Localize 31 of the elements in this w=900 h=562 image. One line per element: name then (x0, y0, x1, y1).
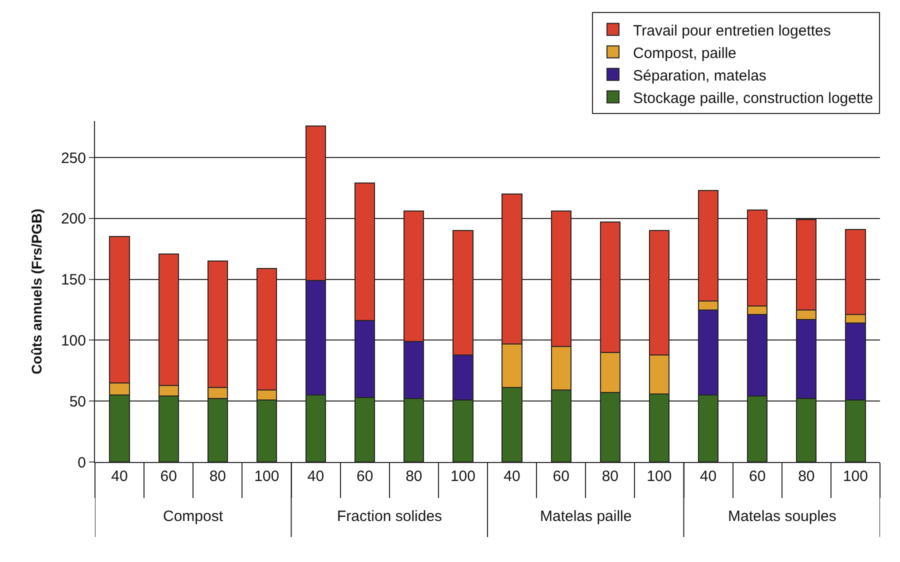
legend-label: Stockage paille, construction logette (633, 90, 874, 107)
x-tick-label: 60 (356, 468, 374, 485)
text: Fraction solides (337, 508, 442, 525)
y-tick-label: 50 (69, 393, 86, 410)
x-tick-label: 80 (406, 468, 422, 485)
x-tick-label: 60 (552, 468, 570, 485)
x-tick-label: 60 (748, 468, 766, 485)
text: Matelas paille (540, 508, 632, 525)
text: Compost (163, 508, 224, 525)
x-tick-label: 40 (700, 468, 717, 485)
y-axis-title: Coûts annuels (Frs/PGB) (28, 208, 45, 374)
y-tick-label: 0 (78, 454, 86, 472)
legend-label: Compost, paille (633, 44, 736, 62)
x-tick-label: 100 (646, 468, 672, 485)
x-tick-label: 80 (798, 468, 815, 485)
x-tick-label: 100 (842, 468, 868, 485)
x-tick-label: 80 (602, 468, 619, 485)
x-tick-label: 100 (450, 468, 476, 485)
y-tick-label: 250 (60, 150, 86, 167)
x-tick-label: 40 (307, 468, 324, 485)
y-tick-label: 200 (60, 210, 86, 228)
legend-label: Séparation, matelas (633, 67, 766, 84)
text: Matelas souples (728, 508, 836, 525)
y-tick-label: 100 (60, 332, 86, 350)
x-tick-label: 40 (111, 468, 128, 485)
x-tick-label: 100 (254, 468, 280, 485)
x-tick-label: 80 (209, 468, 226, 485)
x-tick-label: 60 (160, 468, 177, 485)
y-tick-label: 150 (60, 272, 86, 289)
legend-label: Travail pour entretien logettes (633, 22, 831, 40)
x-tick-label: 40 (504, 468, 520, 485)
